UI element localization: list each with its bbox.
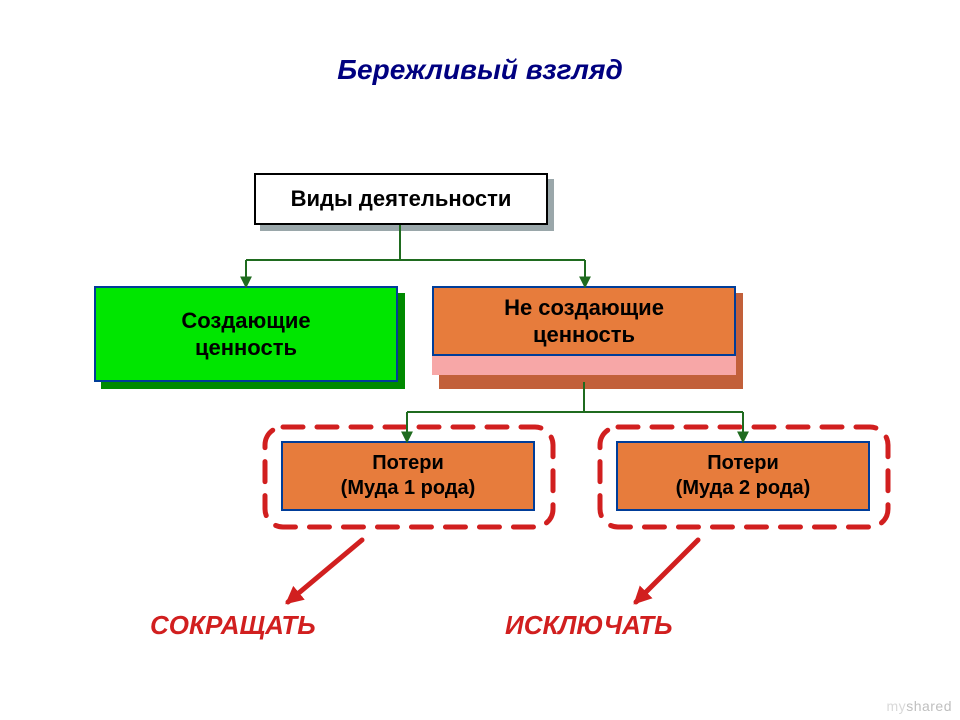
svg-layer [0, 0, 960, 720]
